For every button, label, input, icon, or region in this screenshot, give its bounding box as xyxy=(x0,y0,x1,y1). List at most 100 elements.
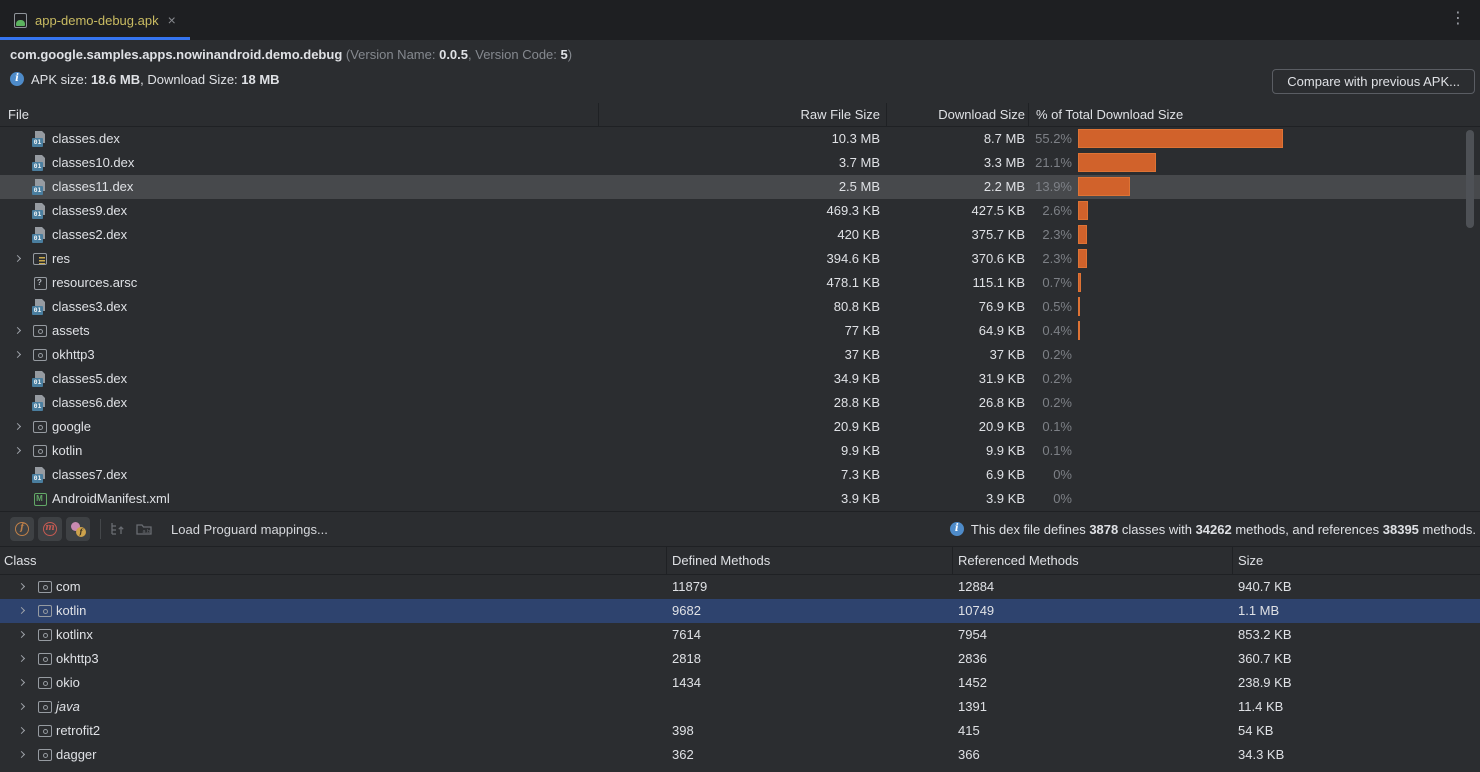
download-size-value: 20.9 KB xyxy=(978,419,1025,434)
apk-size-value: 18.6 MB xyxy=(90,71,141,87)
deobfuscate-names-icon: a.b xyxy=(135,521,153,537)
vertical-scrollbar-thumb[interactable] xyxy=(1466,130,1474,228)
size-value: 11.4 KB xyxy=(1238,699,1284,714)
file-name: classes10.dex xyxy=(52,155,135,170)
compare-with-previous-apk-button[interactable]: Compare with previous APK... xyxy=(1272,69,1475,94)
chevron-right-icon[interactable] xyxy=(13,446,22,455)
chevron-right-icon[interactable] xyxy=(13,350,22,359)
fields-icon xyxy=(15,522,29,536)
file-table-row[interactable]: google 20.9 KB 20.9 KB 0.1% xyxy=(0,415,1480,439)
chevron-right-icon[interactable] xyxy=(17,654,26,663)
svg-text:a.b: a.b xyxy=(143,529,151,535)
column-header-percent-of-total[interactable]: % of Total Download Size xyxy=(1036,107,1184,122)
column-header-defined-methods[interactable]: Defined Methods xyxy=(672,553,771,568)
class-table-row[interactable]: dagger 362 366 34.3 KB xyxy=(0,743,1480,767)
referenced-methods-value: 10749 xyxy=(958,603,995,618)
column-header-referenced-methods[interactable]: Referenced Methods xyxy=(958,553,1079,568)
class-table-row[interactable]: okio 1434 1452 238.9 KB xyxy=(0,671,1480,695)
more-options-icon[interactable]: ⋮ xyxy=(1450,10,1466,27)
folder-icon xyxy=(32,443,48,459)
chevron-right-icon[interactable] xyxy=(17,678,26,687)
package-icon xyxy=(37,747,53,763)
chevron-right-icon[interactable] xyxy=(17,702,26,711)
file-table-row[interactable]: classes10.dex 3.7 MB 3.3 MB 21.1% xyxy=(0,151,1480,175)
file-table-row[interactable]: kotlin 9.9 KB 9.9 KB 0.1% xyxy=(0,439,1480,463)
download-percent-bar xyxy=(1078,297,1080,316)
info-icon: i xyxy=(10,72,24,86)
chevron-right-icon[interactable] xyxy=(17,726,26,735)
show-referenced-nodes-toggle-button[interactable] xyxy=(66,517,90,541)
file-table-row[interactable]: classes3.dex 80.8 KB 76.9 KB 0.5% xyxy=(0,295,1480,319)
class-table-row[interactable]: okhttp3 2818 2836 360.7 KB xyxy=(0,647,1480,671)
raw-file-size-value: 394.6 KB xyxy=(826,251,881,266)
defined-methods-value: 9682 xyxy=(672,603,701,618)
download-percent-value: 0.7% xyxy=(1042,275,1072,290)
version-name: 0.0.5 xyxy=(439,47,469,62)
file-table-row[interactable]: classes7.dex 7.3 KB 6.9 KB 0% xyxy=(0,463,1480,487)
file-table-row[interactable]: classes.dex 10.3 MB 8.7 MB 55.2% xyxy=(0,127,1480,151)
show-methods-toggle-button[interactable] xyxy=(38,517,62,541)
referenced-methods-value: 2836 xyxy=(958,651,987,666)
tab-title: app-demo-debug.apk xyxy=(35,12,159,28)
file-name: okhttp3 xyxy=(52,347,95,362)
referenced-nodes-icon xyxy=(70,521,86,537)
file-table-row[interactable]: classes2.dex 420 KB 375.7 KB 2.3% xyxy=(0,223,1480,247)
tab-close-icon[interactable]: × xyxy=(167,12,176,28)
class-table-row[interactable]: com 11879 12884 940.7 KB xyxy=(0,575,1480,599)
column-header-class[interactable]: Class xyxy=(4,553,37,568)
referenced-methods-value: 415 xyxy=(958,723,980,738)
file-table-row[interactable]: okhttp3 37 KB 37 KB 0.2% xyxy=(0,343,1480,367)
download-percent-bar xyxy=(1078,201,1088,220)
size-value: 54 KB xyxy=(1238,723,1274,738)
raw-file-size-value: 469.3 KB xyxy=(826,203,881,218)
column-divider xyxy=(886,103,887,126)
file-table-row[interactable]: classes9.dex 469.3 KB 427.5 KB 2.6% xyxy=(0,199,1480,223)
column-divider xyxy=(598,103,599,126)
chevron-right-icon[interactable] xyxy=(17,630,26,639)
dex-icon xyxy=(32,179,48,195)
size-value: 853.2 KB xyxy=(1238,627,1292,642)
file-table-row[interactable]: res 394.6 KB 370.6 KB 2.3% xyxy=(0,247,1480,271)
download-percent-value: 0.2% xyxy=(1042,371,1072,386)
chevron-right-icon[interactable] xyxy=(13,254,22,263)
file-table-row[interactable]: classes11.dex 2.5 MB 2.2 MB 13.9% xyxy=(0,175,1480,199)
file-table: classes.dex 10.3 MB 8.7 MB 55.2% classes… xyxy=(0,127,1480,511)
file-table-row[interactable]: AndroidManifest.xml 3.9 KB 3.9 KB 0% xyxy=(0,487,1480,511)
chevron-right-icon[interactable] xyxy=(17,750,26,759)
download-percent-value: 0% xyxy=(1053,467,1072,482)
download-percent-value: 0.2% xyxy=(1042,395,1072,410)
package-icon xyxy=(37,699,53,715)
column-header-download-size[interactable]: Download Size xyxy=(938,107,1025,122)
chevron-right-icon[interactable] xyxy=(13,422,22,431)
class-table-row[interactable]: kotlin 9682 10749 1.1 MB xyxy=(0,599,1480,623)
column-header-file[interactable]: File xyxy=(8,107,29,122)
file-name: kotlin xyxy=(52,443,83,458)
file-table-row[interactable]: classes5.dex 34.9 KB 31.9 KB 0.2% xyxy=(0,367,1480,391)
class-name: java xyxy=(56,699,80,714)
class-table-row[interactable]: retrofit2 398 415 54 KB xyxy=(0,719,1480,743)
download-size-value: 26.8 KB xyxy=(978,395,1025,410)
raw-file-size-value: 9.9 KB xyxy=(840,443,880,458)
chevron-right-icon[interactable] xyxy=(13,326,22,335)
download-percent-value: 13.9% xyxy=(1035,179,1072,194)
file-table-row[interactable]: resources.arsc 478.1 KB 115.1 KB 0.7% xyxy=(0,271,1480,295)
file-table-row[interactable]: assets 77 KB 64.9 KB 0.4% xyxy=(0,319,1480,343)
column-header-size[interactable]: Size xyxy=(1238,553,1264,568)
class-table-row[interactable]: kotlinx 7614 7954 853.2 KB xyxy=(0,623,1480,647)
show-fields-toggle-button[interactable] xyxy=(10,517,34,541)
file-name: classes5.dex xyxy=(52,371,128,386)
chevron-right-icon[interactable] xyxy=(17,606,26,615)
tab-apk-file[interactable]: app-demo-debug.apk × xyxy=(0,0,190,40)
package-icon xyxy=(37,627,53,643)
raw-file-size-value: 34.9 KB xyxy=(833,371,880,386)
column-divider xyxy=(952,547,953,574)
file-name: classes7.dex xyxy=(52,467,128,482)
raw-file-size-value: 77 KB xyxy=(844,323,880,338)
column-header-raw-file-size[interactable]: Raw File Size xyxy=(800,107,880,122)
file-table-row[interactable]: classes6.dex 28.8 KB 26.8 KB 0.2% xyxy=(0,391,1480,415)
class-table-row[interactable]: java 1391 11.4 KB xyxy=(0,695,1480,719)
chevron-right-icon[interactable] xyxy=(17,582,26,591)
load-proguard-mappings-button[interactable]: Load Proguard mappings... xyxy=(171,521,328,537)
tab-active-indicator xyxy=(0,37,190,40)
download-size-value: 370.6 KB xyxy=(971,251,1026,266)
